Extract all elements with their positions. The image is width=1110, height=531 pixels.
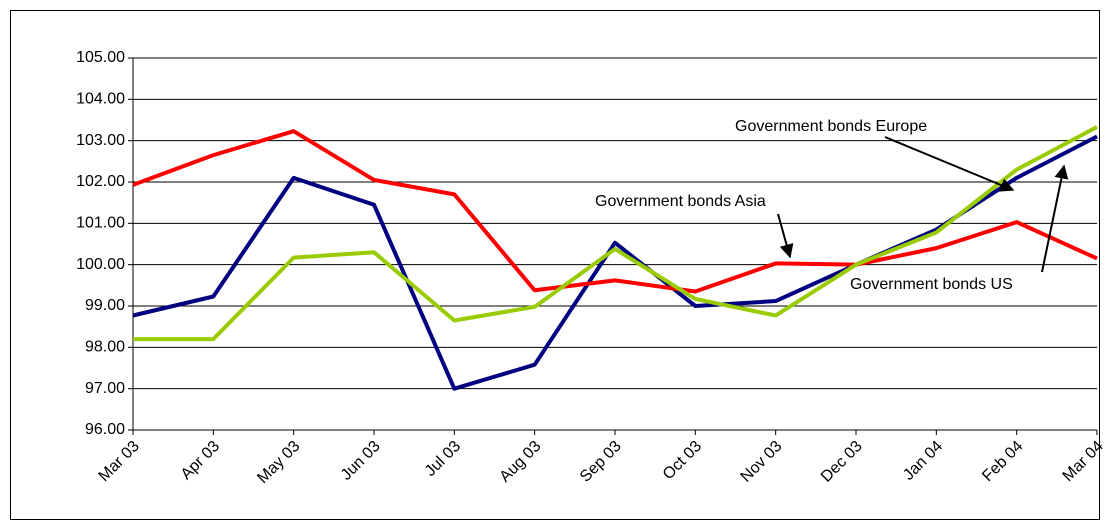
y-tick-label: 98.00 bbox=[85, 339, 125, 356]
y-tick-label: 104.00 bbox=[76, 91, 125, 108]
y-tick-label: 99.00 bbox=[85, 297, 125, 314]
series-line bbox=[132, 134, 1098, 391]
annotation-arrow bbox=[1041, 164, 1069, 273]
annotation: Government bonds Europe bbox=[735, 118, 927, 135]
y-tick-label: 101.00 bbox=[76, 215, 125, 232]
y-tick-label: 96.00 bbox=[85, 421, 125, 438]
series-line bbox=[132, 129, 1098, 294]
y-tick-label: 102.00 bbox=[76, 173, 125, 190]
series-line bbox=[133, 125, 1098, 342]
annotation-arrow bbox=[777, 213, 794, 259]
annotation: Government bonds US bbox=[850, 276, 1013, 293]
y-tick-label: 97.00 bbox=[85, 380, 125, 397]
annotation-arrow bbox=[884, 136, 1015, 192]
annotation: Government bonds Asia bbox=[595, 193, 766, 210]
y-tick-label: 100.00 bbox=[76, 256, 125, 273]
y-tick-label: 103.00 bbox=[76, 132, 125, 149]
y-tick-label: 105.00 bbox=[76, 49, 125, 66]
